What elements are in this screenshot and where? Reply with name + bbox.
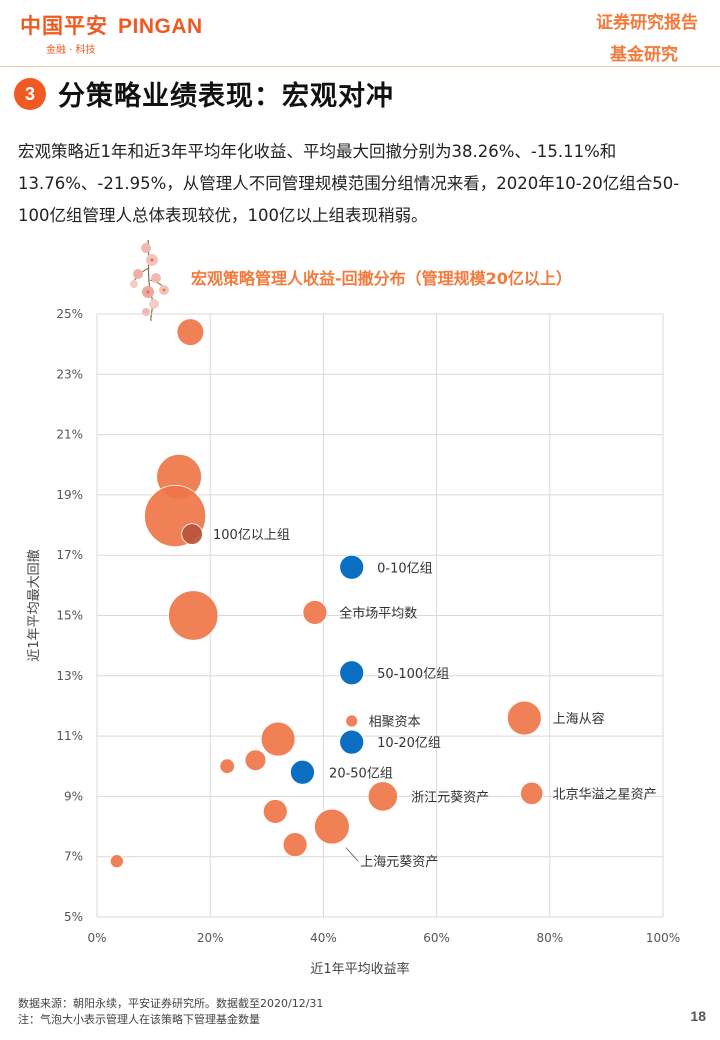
report-type: 证券研究报告 bbox=[596, 13, 698, 33]
report-subtype: 基金研究 bbox=[610, 45, 678, 65]
manager-bubble bbox=[176, 318, 205, 346]
data-label: 20-50亿组 bbox=[329, 766, 393, 781]
logo-tagline: 金融 · 科技 bbox=[46, 45, 96, 56]
data-label: 100亿以上组 bbox=[213, 528, 290, 543]
y-tick-label: 21% bbox=[56, 428, 83, 442]
data-label: 相聚资本 bbox=[369, 715, 421, 730]
chart-title: 宏观策略管理人收益-回撤分布（管理规模20亿以上） bbox=[191, 269, 572, 288]
manager-bubble bbox=[367, 781, 398, 812]
data-label: 10-20亿组 bbox=[377, 736, 441, 751]
section-number-badge: 3 bbox=[14, 78, 46, 110]
logo-en: PINGAN bbox=[118, 15, 203, 38]
manager-bubble bbox=[313, 808, 350, 845]
group-bubble bbox=[290, 759, 315, 785]
y-tick-label: 7% bbox=[64, 850, 83, 864]
x-tick-label: 20% bbox=[197, 931, 224, 945]
y-tick-label: 5% bbox=[64, 910, 83, 924]
brand-logo: 中国平安 PINGAN bbox=[20, 10, 203, 40]
x-tick-label: 100% bbox=[646, 931, 680, 945]
y-tick-label: 17% bbox=[56, 548, 83, 562]
x-tick-label: 0% bbox=[87, 931, 106, 945]
manager-bubble bbox=[244, 749, 267, 772]
group-bubble bbox=[339, 660, 365, 686]
y-tick-label: 15% bbox=[56, 609, 83, 623]
manager-bubble bbox=[181, 523, 203, 545]
data-label: 0-10亿组 bbox=[377, 561, 433, 576]
y-tick-label: 23% bbox=[56, 367, 83, 381]
manager-bubble bbox=[219, 758, 235, 774]
bubble-size-note: 注：气泡大小表示管理人在该策略下管理基金数量 bbox=[18, 1013, 260, 1026]
y-tick-label: 11% bbox=[56, 729, 83, 743]
x-tick-label: 40% bbox=[310, 931, 337, 945]
data-label: 50-100亿组 bbox=[377, 667, 449, 682]
x-tick-label: 60% bbox=[423, 931, 450, 945]
manager-bubble bbox=[506, 700, 542, 736]
annotation-leader-line bbox=[345, 847, 359, 862]
manager-bubble bbox=[345, 714, 359, 728]
data-label: 北京华溢之星资产 bbox=[553, 787, 657, 802]
x-axis-title: 近1年平均收益率 bbox=[310, 961, 409, 977]
manager-bubble bbox=[302, 600, 328, 625]
data-label: 浙江元葵资产 bbox=[411, 790, 489, 805]
bubble-chart: 5% 7% 9% 11% 13% 15% 17% 19% 21% 23% 25% 0% 20% 40% 60… bbox=[26, 307, 680, 977]
y-tick-label: 13% bbox=[56, 669, 83, 683]
header-divider bbox=[0, 66, 720, 67]
y-tick-label: 19% bbox=[56, 488, 83, 502]
y-axis-title: 近1年平均最大回撤 bbox=[26, 549, 42, 661]
manager-bubble bbox=[262, 799, 288, 824]
manager-bubble bbox=[109, 854, 124, 869]
group-bubble bbox=[339, 554, 365, 580]
manager-bubble bbox=[168, 590, 219, 641]
data-label: 上海元葵资产 bbox=[360, 855, 438, 870]
section-title: 分策略业绩表现：宏观对冲 bbox=[58, 81, 394, 112]
data-source-note: 数据来源：朝阳永续，平安证券研究所。数据截至2020/12/31 bbox=[18, 997, 324, 1010]
logo-cn: 中国平安 bbox=[20, 14, 108, 38]
manager-bubble bbox=[520, 781, 544, 806]
data-label: 上海从容 bbox=[553, 711, 605, 727]
manager-bubble bbox=[282, 832, 308, 858]
x-tick-label: 80% bbox=[536, 931, 563, 945]
data-label: 全市场平均数 bbox=[339, 605, 417, 621]
group-bubble bbox=[339, 729, 365, 755]
y-tick-label: 9% bbox=[64, 789, 83, 803]
manager-bubble bbox=[260, 721, 296, 757]
y-tick-label: 25% bbox=[56, 307, 83, 321]
page-number: 18 bbox=[690, 1008, 706, 1024]
body-paragraph: 宏观策略近1年和近3年平均年化收益、平均最大回撤分别为38.26%、-15.11… bbox=[18, 142, 680, 225]
